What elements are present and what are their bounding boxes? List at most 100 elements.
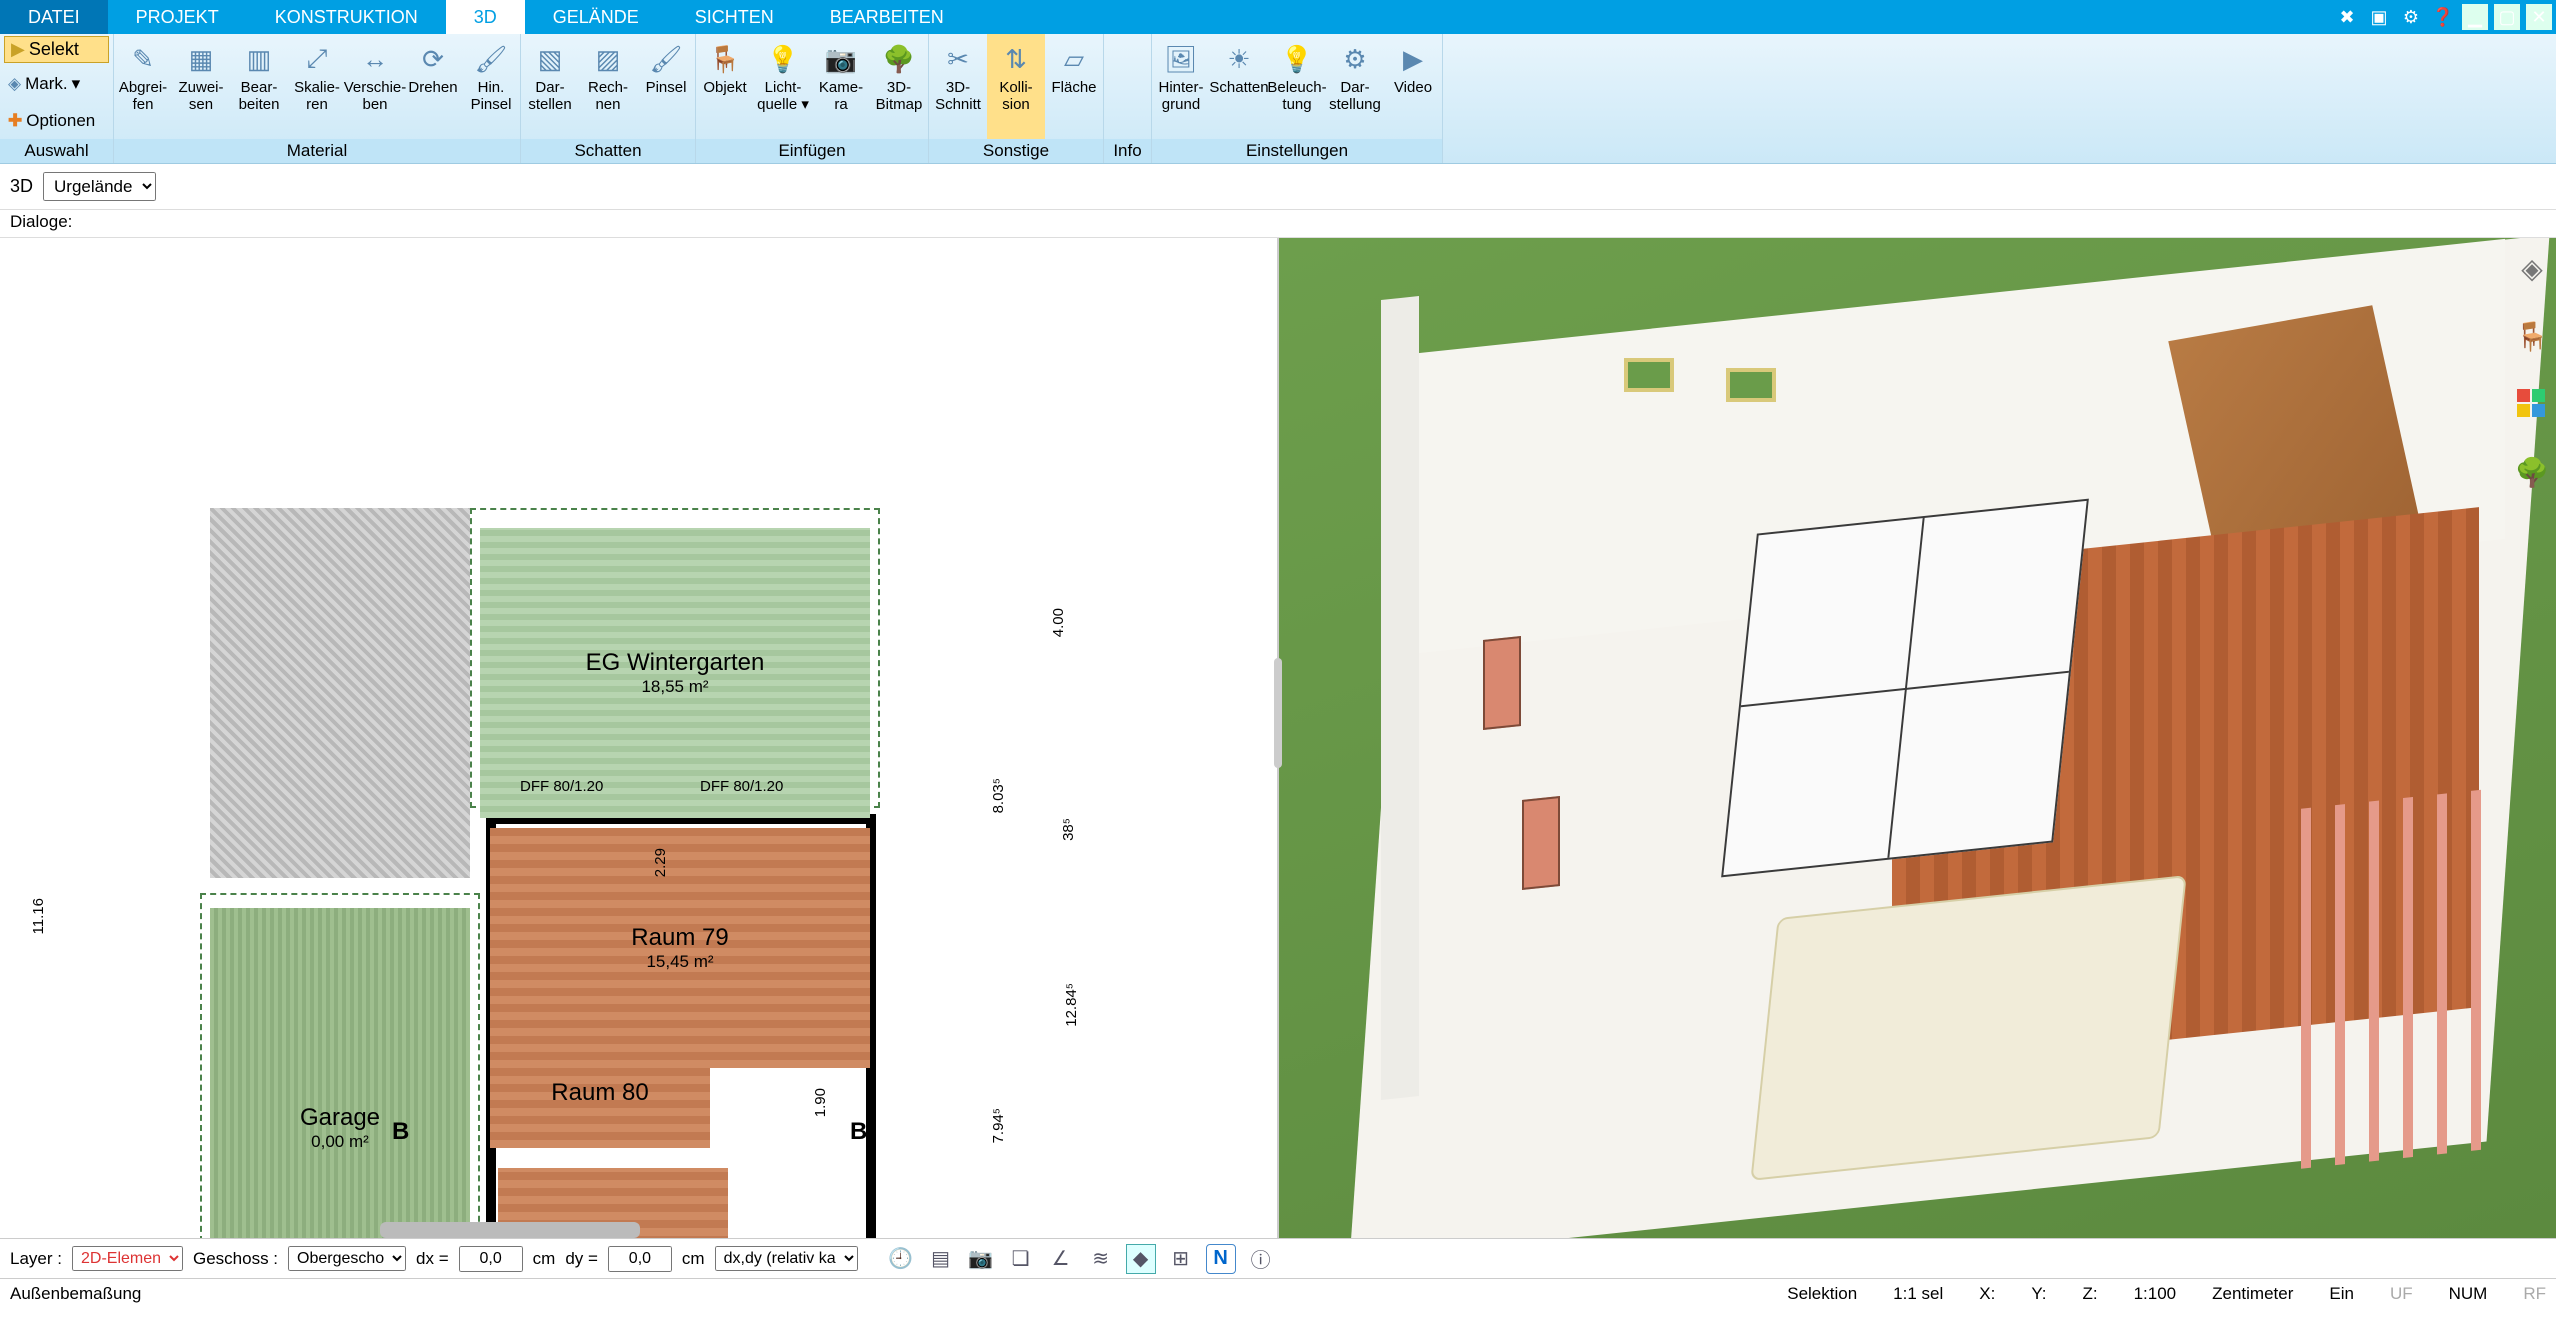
status-y: Y: — [2031, 1284, 2046, 1304]
clock-icon[interactable]: 🕘 — [886, 1244, 916, 1274]
dimension-label: DFF 80/1.20 — [700, 778, 783, 795]
dimension-label: 8.03⁵ — [990, 778, 1007, 813]
room-name: Raum 79 — [631, 924, 728, 952]
stack-icon[interactable]: ▤ — [926, 1244, 956, 1274]
ribbon-btn-label: Bear- beiten — [239, 80, 280, 113]
view-splitter[interactable] — [1274, 658, 1282, 768]
gear-icon[interactable]: ⚙ — [2398, 4, 2424, 30]
ribbon-btn-zuwei[interactable]: ▦Zuwei- sen — [172, 34, 230, 139]
ribbon-btn-label: Dar- stellung — [1329, 80, 1381, 113]
ribbon-btn-licht[interactable]: 💡Licht- quelle ▾ — [754, 34, 812, 139]
ribbon-btn-dar[interactable]: ⚙Dar- stellung — [1326, 34, 1384, 139]
railing — [2301, 787, 2505, 1168]
dx-label: dx = — [416, 1249, 449, 1269]
dx-input[interactable] — [459, 1246, 523, 1272]
tree-icon[interactable]: 🌳 — [2514, 454, 2550, 490]
ribbon-btn-video[interactable]: ▶Video — [1384, 34, 1442, 139]
optionen-label: Optionen — [26, 111, 95, 131]
ribbon-btn-label: Kolli- sion — [999, 80, 1032, 113]
ribbon-btn-objekt[interactable]: 🪑Objekt — [696, 34, 754, 139]
view-3d[interactable] — [1279, 238, 2556, 1238]
ribbon-btn-rech[interactable]: ▨Rech- nen — [579, 34, 637, 139]
menu-bar: DATEI PROJEKT KONSTRUKTION 3D GELÄNDE SI… — [0, 0, 2556, 34]
ribbon-btn-label: Licht- quelle ▾ — [757, 80, 809, 113]
ribbon-btn-label: Abgrei- fen — [119, 80, 167, 113]
view-2d[interactable]: EG Wintergarten18,55 m²Raum 7915,45 m²Ra… — [0, 238, 1279, 1238]
ribbon-btn-bear[interactable]: ▥Bear- beiten — [230, 34, 288, 139]
layers2-icon[interactable]: ❏ — [1006, 1244, 1036, 1274]
ribbon-btn-label: Beleuch- tung — [1267, 80, 1326, 113]
status-rf: RF — [2523, 1284, 2546, 1304]
close-icon[interactable]: ✕ — [2526, 4, 2552, 30]
ribbon-btn-label: Rech- nen — [588, 80, 628, 113]
layer-select[interactable]: 2D-Elemen — [72, 1246, 183, 1271]
group-label: Info — [1104, 139, 1151, 163]
dy-unit: cm — [682, 1249, 705, 1269]
ribbon-btn-kame[interactable]: 📷Kame- ra — [812, 34, 870, 139]
grid-icon[interactable]: ⊞ — [1166, 1244, 1196, 1274]
terrain-select[interactable]: Urgelände — [43, 172, 156, 201]
status-z: Z: — [2082, 1284, 2097, 1304]
room-name: EG Wintergarten — [586, 649, 765, 677]
wave-icon[interactable]: ≋ — [1086, 1244, 1116, 1274]
minimize-icon[interactable]: ▁ — [2462, 4, 2488, 30]
iso-scene — [1279, 238, 2556, 1238]
horizontal-scrollbar[interactable] — [380, 1222, 640, 1238]
room-raum-80[interactable]: Raum 80 — [490, 1038, 710, 1148]
ribbon-btn-kolli[interactable]: ⇅Kolli- sion — [987, 34, 1045, 139]
ribbon-icon: 📷 — [822, 40, 860, 78]
ribbon-btn-pinsel[interactable]: 🖌Pinsel — [637, 34, 695, 139]
ribbon-btn-label: Schatten — [1209, 80, 1268, 97]
menu-tab-datei[interactable]: DATEI — [0, 0, 108, 34]
ribbon-btn-abgrei[interactable]: ✎Abgrei- fen — [114, 34, 172, 139]
ribbon-btn-verschie[interactable]: ↔Verschie- ben — [346, 34, 404, 139]
ribbon-btn-label: 3D- Bitmap — [876, 80, 923, 113]
ribbon-icon: 🪑 — [706, 40, 744, 78]
angle-icon[interactable]: ∠ — [1046, 1244, 1076, 1274]
menu-tab-gelaende[interactable]: GELÄNDE — [525, 0, 667, 34]
palette-icon[interactable] — [2514, 386, 2550, 422]
ribbon-btn-dar[interactable]: ▧Dar- stellen — [521, 34, 579, 139]
ribbon-btn-flche[interactable]: ▱Fläche — [1045, 34, 1103, 139]
mark-button[interactable]: ◈Mark.▾ — [0, 65, 113, 102]
floor-select[interactable]: Obergescho — [288, 1246, 406, 1271]
ribbon-btn-hinter[interactable]: 🖼Hinter- grund — [1152, 34, 1210, 139]
select-mode-button[interactable]: ▶Selekt — [4, 36, 109, 63]
optionen-button[interactable]: ✚Optionen — [0, 102, 113, 139]
coord-mode-select[interactable]: dx,dy (relativ ka — [715, 1246, 858, 1271]
secondary-bar: 3D Urgelände — [0, 164, 2556, 210]
ribbon-btn-skalie[interactable]: ⤢Skalie- ren — [288, 34, 346, 139]
menu-tab-sichten[interactable]: SICHTEN — [667, 0, 802, 34]
ribbon-icon: ▨ — [589, 40, 627, 78]
ribbon-btn-beleuch[interactable]: 💡Beleuch- tung — [1268, 34, 1326, 139]
info-icon[interactable]: ⓘ — [1246, 1244, 1276, 1274]
ribbon-btn-label: Dar- stellen — [528, 80, 571, 113]
menu-tab-bearbeiten[interactable]: BEARBEITEN — [802, 0, 972, 34]
dy-input[interactable] — [608, 1246, 672, 1272]
ribbon-btn-drehen[interactable]: ⟳Drehen — [404, 34, 462, 139]
status-unit: Zentimeter — [2212, 1284, 2293, 1304]
room-garage[interactable]: Garage0,00 m² — [210, 908, 470, 1238]
north-icon[interactable]: N — [1206, 1244, 1236, 1274]
camera-icon[interactable]: 📷 — [966, 1244, 996, 1274]
ribbon-btn-hin[interactable]: 🖌Hin. Pinsel — [462, 34, 520, 139]
tools-icon[interactable]: ✖ — [2334, 4, 2360, 30]
dimension-label: DFF 80/1.20 — [520, 778, 603, 795]
room-raum-79[interactable]: Raum 7915,45 m² — [490, 828, 870, 1068]
window-icon[interactable]: ▣ — [2366, 4, 2392, 30]
plane-icon[interactable]: ◆ — [1126, 1244, 1156, 1274]
ribbon-btn-schatten[interactable]: ☀ Schatten — [1210, 34, 1268, 139]
room-eg-wintergarten[interactable]: EG Wintergarten18,55 m² — [480, 528, 870, 818]
menu-tab-3d[interactable]: 3D — [446, 0, 525, 34]
ribbon-icon: ☀ — [1220, 40, 1258, 78]
furniture-icon[interactable]: 🪑 — [2514, 318, 2550, 354]
group-label: Einstellungen — [1152, 139, 1442, 163]
menu-tab-konstruktion[interactable]: KONSTRUKTION — [247, 0, 446, 34]
help-icon[interactable]: ❓ — [2430, 4, 2456, 30]
ribbon-btn-d[interactable]: ✂3D- Schnitt — [929, 34, 987, 139]
workspace: EG Wintergarten18,55 m²Raum 7915,45 m²Ra… — [0, 238, 2556, 1238]
ribbon-btn-d[interactable]: 🌳3D- Bitmap — [870, 34, 928, 139]
maximize-icon[interactable]: ▢ — [2494, 4, 2520, 30]
menu-tab-projekt[interactable]: PROJEKT — [108, 0, 247, 34]
layers-icon[interactable]: ◈ — [2514, 250, 2550, 286]
